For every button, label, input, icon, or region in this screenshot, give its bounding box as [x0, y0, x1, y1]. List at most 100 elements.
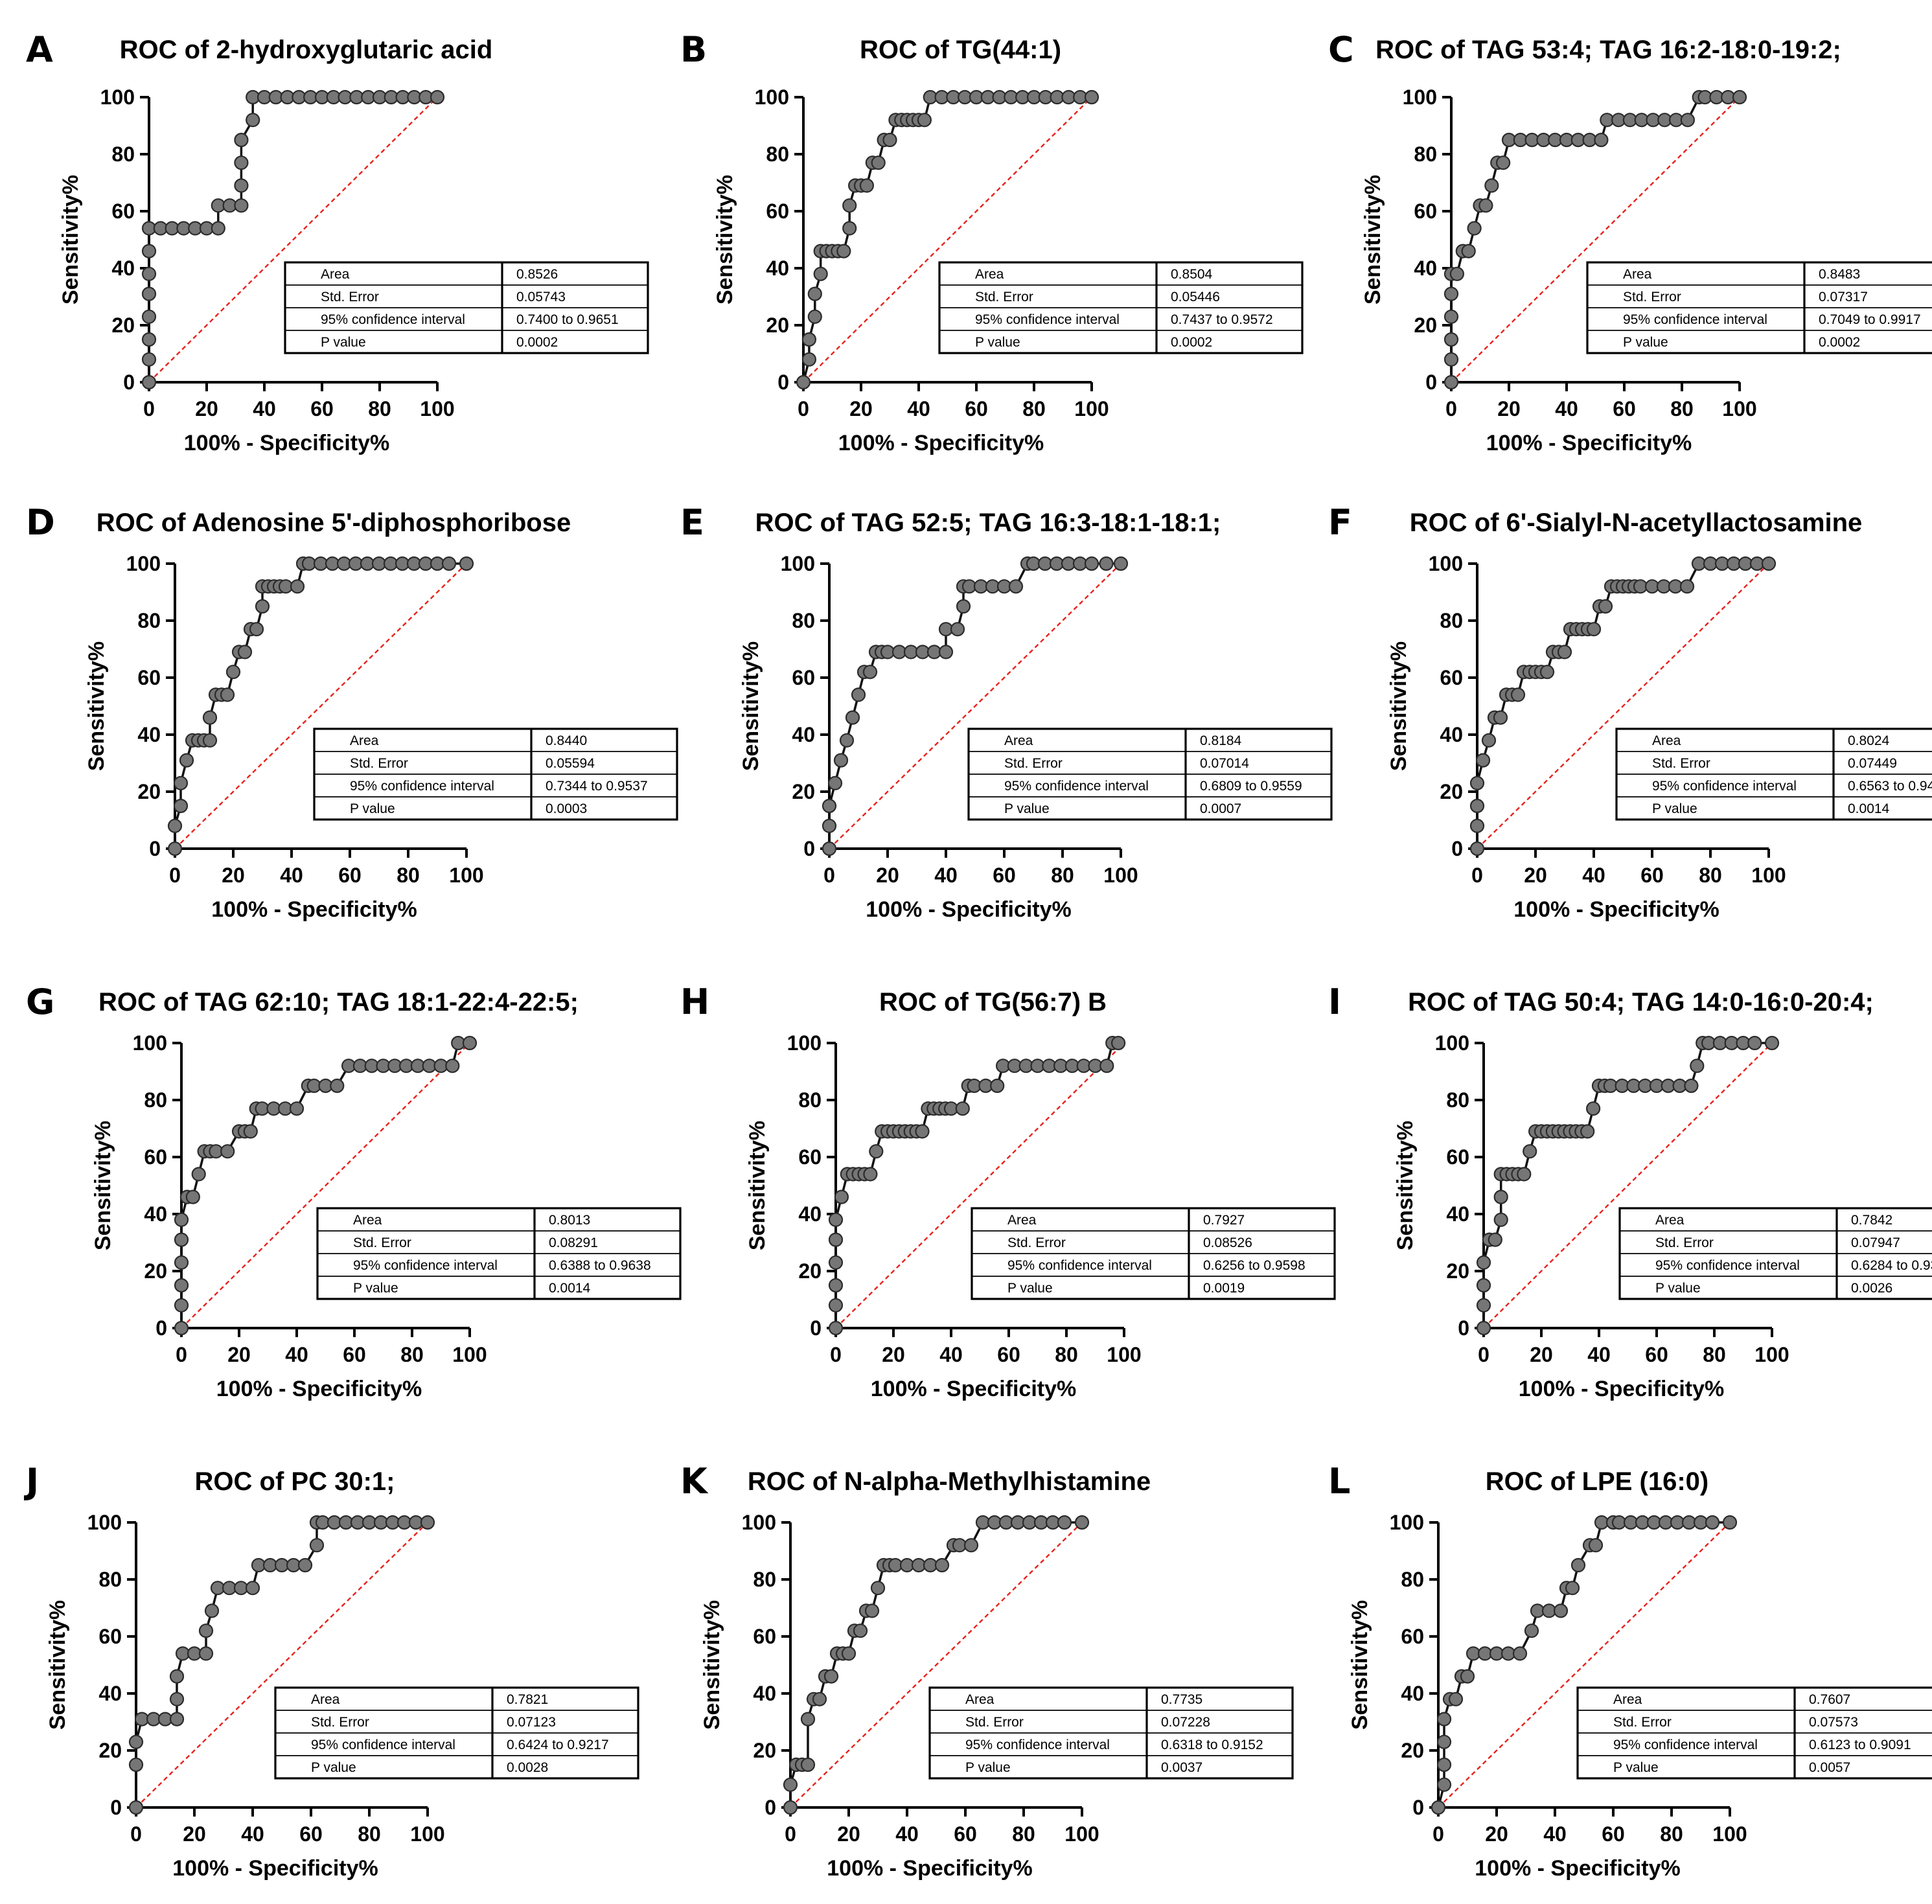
- roc-point: [1469, 775, 1485, 790]
- roc-point: [1436, 1734, 1452, 1749]
- stats-value: 0.6123 to 0.9091: [1809, 1738, 1911, 1752]
- roc-point: [1449, 266, 1464, 281]
- stats-value: 0.07228: [1161, 1715, 1210, 1730]
- x-tick-label: 40: [1582, 864, 1605, 887]
- roc-panel-j: J ROC of PC 30:1; 0 20 40 60 80 100 0 20 40 60 80 100…: [0, 1432, 639, 1885]
- x-tick-label: 80: [1699, 864, 1722, 887]
- panel-letter: G: [26, 981, 54, 1022]
- stats-label: Std. Error: [1655, 1235, 1714, 1250]
- roc-point: [1488, 1232, 1502, 1247]
- roc-point: [1469, 798, 1485, 814]
- x-axis-title: 100% - Specificity%: [871, 1377, 1076, 1401]
- x-axis-title: 100% - Specificity%: [827, 1856, 1032, 1881]
- roc-point: [237, 645, 253, 660]
- stats-value: 0.6256 to 0.9598: [1203, 1258, 1305, 1273]
- stats-label: Std. Error: [975, 290, 1033, 304]
- roc-point: [800, 1712, 816, 1726]
- x-tick-label: 100: [420, 397, 454, 420]
- y-tick-label: 60: [792, 666, 815, 689]
- stats-label: Area: [321, 267, 350, 282]
- y-tick-label: 60: [1440, 666, 1463, 689]
- roc-point: [141, 266, 157, 281]
- roc-point: [234, 178, 249, 193]
- roc-point: [128, 1800, 144, 1815]
- y-tick-label: 80: [111, 143, 135, 166]
- y-tick-label: 20: [792, 780, 815, 803]
- stats-label: P value: [1652, 801, 1697, 816]
- roc-point: [220, 1144, 235, 1159]
- roc-point: [459, 556, 474, 571]
- roc-point: [1679, 579, 1695, 594]
- x-tick-label: 0: [1445, 397, 1457, 420]
- stats-label: Area: [311, 1692, 340, 1707]
- roc-point: [1586, 1101, 1601, 1116]
- stats-label: Std. Error: [321, 290, 379, 304]
- y-tick-label: 100: [781, 552, 815, 575]
- stats-value: 0.05594: [546, 756, 595, 771]
- roc-point: [1764, 1035, 1780, 1051]
- roc-point: [445, 1059, 460, 1073]
- stats-table: Area 0.8504 Std. Error 0.05446 95% confidenc…: [938, 261, 1304, 354]
- roc-point: [938, 645, 954, 660]
- stats-value: 0.0037: [1161, 1760, 1202, 1775]
- roc-point: [1469, 818, 1485, 833]
- stats-value: 0.7821: [507, 1692, 548, 1707]
- stats-table: Area 0.7927 Std. Error 0.08526 95% confidenc…: [971, 1207, 1336, 1300]
- roc-point: [950, 622, 965, 637]
- x-axis-title: 100% - Specificity%: [216, 1377, 422, 1401]
- x-tick-label: 80: [1670, 397, 1694, 420]
- x-axis-title: 100% - Specificity%: [1475, 1856, 1680, 1881]
- roc-point: [1761, 556, 1777, 571]
- stats-label: Area: [353, 1213, 382, 1228]
- x-tick-label: 0: [1432, 1822, 1444, 1846]
- stats-label: Std. Error: [353, 1235, 411, 1250]
- y-tick-label: 0: [1412, 1796, 1424, 1819]
- roc-point: [828, 1232, 844, 1247]
- stats-value: 0.0026: [1851, 1281, 1892, 1296]
- stats-value: 0.0028: [507, 1760, 548, 1775]
- roc-point: [1588, 1538, 1604, 1553]
- x-tick-label: 20: [882, 1343, 905, 1366]
- roc-point: [234, 155, 249, 170]
- roc-point: [1113, 556, 1129, 571]
- stats-value: 0.8526: [516, 267, 558, 282]
- x-tick-label: 60: [343, 1343, 366, 1366]
- stats-table: Area 0.8483 Std. Error 0.07317 95% confidenc…: [1586, 261, 1932, 354]
- roc-point: [330, 1078, 345, 1094]
- roc-point: [245, 1581, 260, 1596]
- stats-value: 0.07317: [1819, 290, 1868, 304]
- reference-diagonal: [181, 1042, 470, 1329]
- x-tick-label: 40: [241, 1822, 264, 1846]
- stats-value: 0.07449: [1848, 756, 1897, 771]
- roc-point: [1436, 1777, 1452, 1792]
- x-tick-label: 20: [1497, 397, 1521, 420]
- x-tick-label: 0: [130, 1822, 142, 1846]
- stats-table: Area 0.7821 Std. Error 0.07123 95% confidenc…: [274, 1686, 639, 1780]
- roc-panel-d: D ROC of Adenosine 5'-diphosphoribose 0 20 4…: [0, 473, 678, 926]
- y-tick-label: 80: [798, 1088, 822, 1112]
- roc-point: [420, 1515, 435, 1530]
- x-tick-label: 20: [1524, 864, 1547, 887]
- stats-value: 0.0002: [1171, 335, 1212, 350]
- stats-label: Std. Error: [1007, 1235, 1066, 1250]
- stats-value: 0.0057: [1809, 1760, 1850, 1775]
- y-tick-label: 80: [98, 1568, 122, 1591]
- x-axis-title: 100% - Specificity%: [1513, 897, 1719, 922]
- roc-point: [1510, 687, 1526, 702]
- stats-value: 0.8504: [1171, 267, 1213, 282]
- chart-title: ROC of Adenosine 5'-diphosphoribose: [97, 509, 571, 537]
- stats-label: P value: [1007, 1281, 1053, 1296]
- stats-label: 95% confidence interval: [1613, 1738, 1758, 1752]
- roc-point: [1586, 622, 1602, 637]
- x-tick-label: 60: [310, 397, 334, 420]
- y-tick-label: 80: [144, 1088, 167, 1112]
- stats-value: 0.07123: [507, 1715, 556, 1730]
- roc-point: [1460, 1669, 1475, 1684]
- roc-point: [956, 599, 971, 614]
- stats-table: Area 0.8184 Std. Error 0.07014 95% confidenc…: [967, 728, 1333, 821]
- roc-point: [834, 1189, 849, 1204]
- x-tick-label: 80: [1012, 1822, 1035, 1846]
- roc-point: [174, 1255, 189, 1270]
- y-tick-label: 20: [1401, 1739, 1424, 1762]
- x-tick-label: 60: [965, 397, 988, 420]
